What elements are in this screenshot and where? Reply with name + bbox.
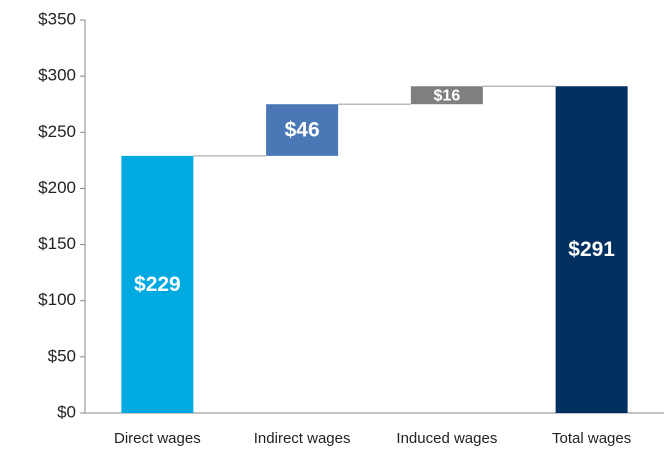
value-label: $46 [285,119,320,142]
y-tick-label: $250 [38,122,76,141]
x-tick-label: Total wages [552,430,631,447]
y-tick-label: $50 [48,346,76,365]
y-tick-label: $100 [38,290,76,309]
bar [555,86,628,414]
x-tick-label: Indirect wages [254,430,351,447]
value-label: $291 [568,238,615,261]
value-label: $16 [434,87,461,104]
y-tick-label: $300 [38,66,76,85]
bar [266,104,339,156]
y-tick-label: $350 [38,9,76,28]
x-tick-label: Induced wages [396,430,497,447]
bar [410,86,483,105]
bar [121,155,194,413]
y-tick-label: $150 [38,234,76,253]
y-tick-label: $200 [38,178,76,197]
y-tick-label: $0 [57,402,76,421]
value-label: $229 [134,273,181,296]
x-tick-label: Direct wages [114,430,201,447]
